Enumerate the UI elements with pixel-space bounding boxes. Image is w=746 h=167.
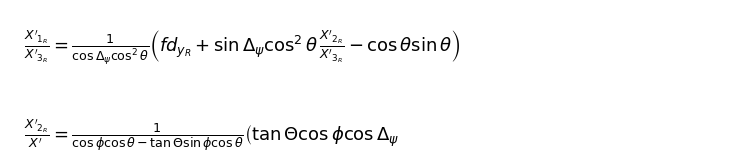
Text: $\frac{X'_{2_R}}{X'_{\ }} = \frac{1}{\cos\phi\cos\theta - \tan\Theta\sin\phi\cos: $\frac{X'_{2_R}}{X'_{\ }} = \frac{1}{\co… — [24, 118, 399, 154]
Text: $\frac{X'_{1_R}}{X'_{3_R}} = \frac{1}{\cos\Delta_{\psi}\cos^2\theta}\left(fd_{y_: $\frac{X'_{1_R}}{X'_{3_R}} = \frac{1}{\c… — [24, 28, 460, 67]
